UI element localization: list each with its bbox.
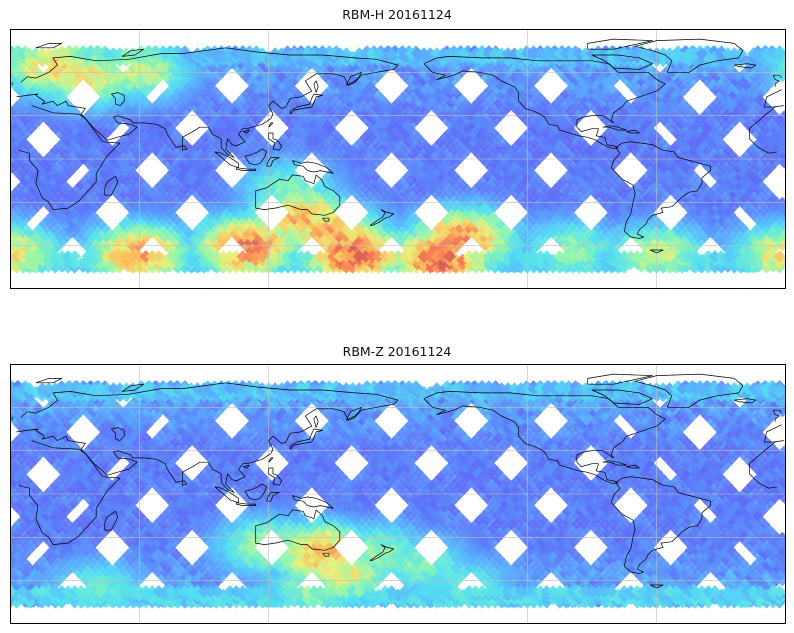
data-cell: [165, 84, 177, 96]
data-cell: [324, 84, 336, 96]
panel-title-rbm-h: RBM-H 20161124: [342, 7, 452, 22]
data-cell: [34, 222, 46, 234]
swath-data-layer: [10, 45, 786, 274]
map-panel-rbm-h: [10, 29, 786, 289]
data-cell: [245, 84, 257, 96]
